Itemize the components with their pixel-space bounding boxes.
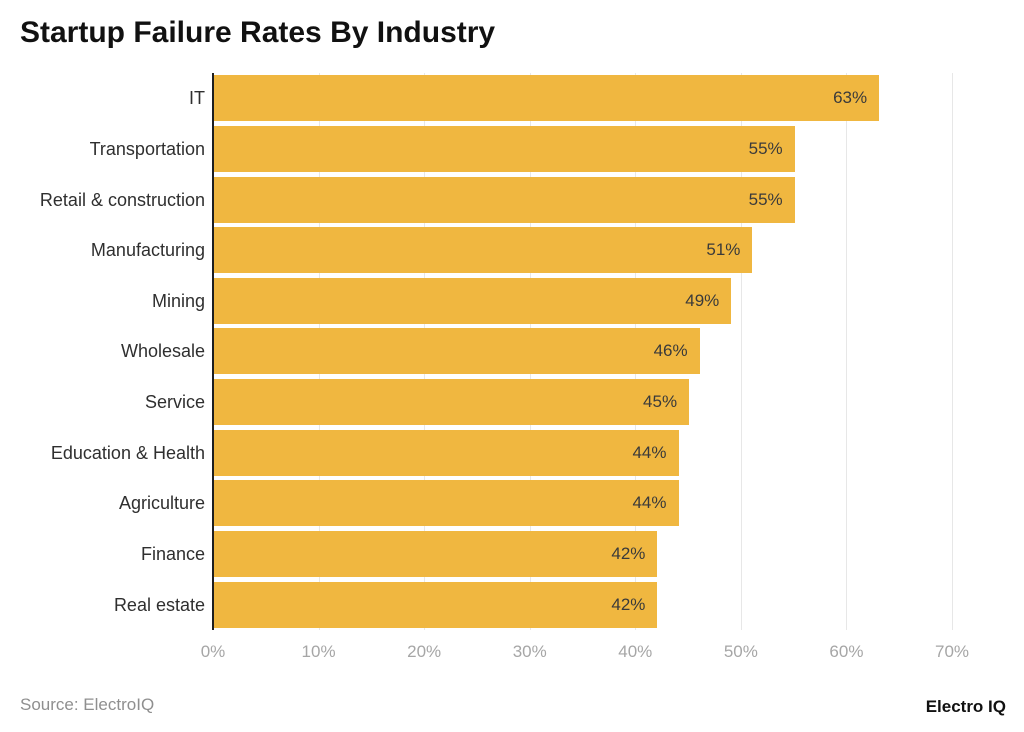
bar: 44% (214, 430, 679, 476)
bar-row: 63% (214, 75, 953, 121)
brand-logo-text: Electro IQ (925, 697, 1006, 716)
bar-row: 49% (214, 278, 953, 324)
category-label: Finance (140, 544, 205, 564)
category-label: Transportation (89, 139, 205, 159)
category-label: Education & Health (50, 443, 205, 463)
bar-row: 45% (214, 379, 953, 425)
category-label: Wholesale (120, 341, 205, 361)
bar-row: 55% (214, 126, 953, 172)
x-tick-label: 30% (512, 642, 547, 661)
x-tick-label: 20% (407, 642, 442, 661)
bar: 46% (214, 328, 700, 374)
category-label: Agriculture (118, 493, 205, 513)
x-tick-label: 70% (934, 642, 970, 661)
gridline (740, 73, 742, 630)
category-label: Manufacturing (90, 240, 205, 260)
category-label: Service (144, 392, 205, 412)
bar: 51% (214, 227, 753, 273)
bar-row: 51% (214, 227, 953, 273)
x-tick-label: 0% (200, 642, 226, 661)
bar: 42% (214, 582, 658, 628)
source-note: Source: ElectroIQ (20, 695, 155, 714)
x-tick-label: 50% (723, 642, 758, 661)
gridline (846, 73, 848, 630)
category-label: Mining (151, 291, 205, 311)
x-tick-label: 40% (618, 642, 653, 661)
bar: 55% (214, 126, 795, 172)
bar-row: 46% (214, 328, 953, 374)
category-label: Retail & construction (39, 190, 205, 210)
bar: 63% (214, 75, 880, 121)
x-tick-label: 60% (829, 642, 864, 661)
bar: 55% (214, 177, 795, 223)
bar-chart-plot-area: 63% 55% 55% 51% 49% 46% 45% 44% 44% 42% 42% (212, 73, 953, 630)
bar-row: 44% (214, 430, 953, 476)
category-label: Real estate (113, 595, 205, 615)
bar-row: 42% (214, 582, 953, 628)
bar: 42% (214, 531, 658, 577)
chart-title: Startup Failure Rates By Industry (20, 16, 496, 49)
y-axis-line (212, 73, 214, 630)
bar-row: 44% (214, 480, 953, 526)
x-tick-label: 10% (301, 642, 336, 661)
bar-row: 42% (214, 531, 953, 577)
gridline (952, 73, 953, 630)
bar: 45% (214, 379, 690, 425)
bar: 49% (214, 278, 732, 324)
category-label: IT (189, 88, 205, 108)
bar-row: 55% (214, 177, 953, 223)
bar: 44% (214, 480, 679, 526)
